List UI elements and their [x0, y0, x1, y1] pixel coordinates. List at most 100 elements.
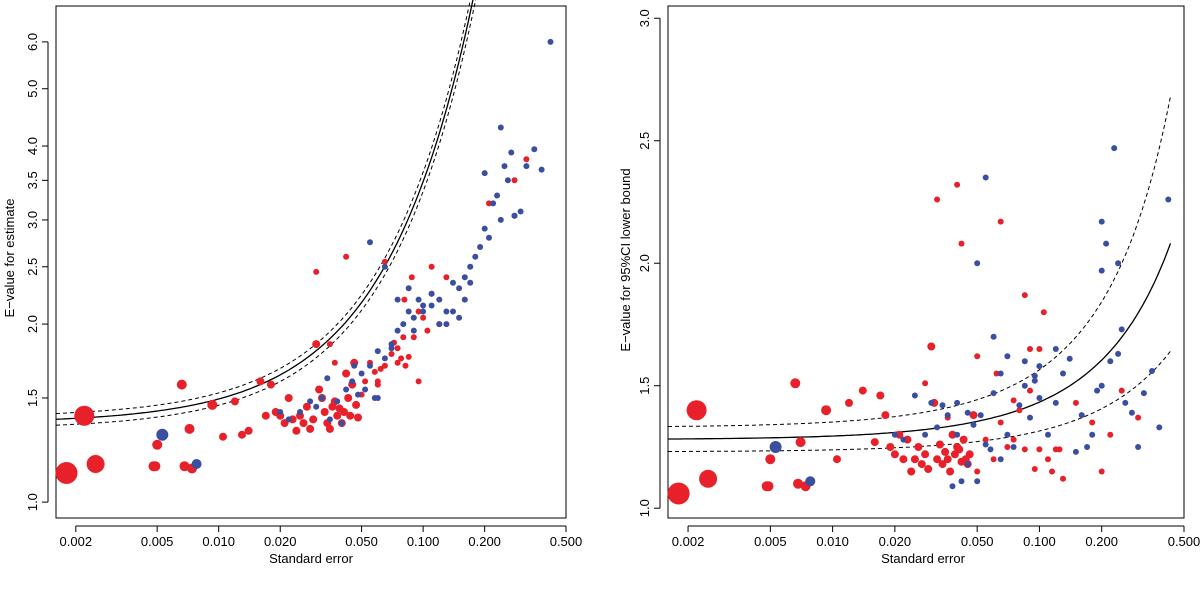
- data-point-blue: [997, 456, 1004, 463]
- data-point-red: [344, 394, 353, 402]
- data-point-blue: [511, 212, 518, 219]
- data-point-red: [238, 430, 246, 439]
- fit-line-left: [55, 0, 474, 420]
- data-point-blue: [1149, 368, 1155, 374]
- data-point-red: [388, 351, 395, 357]
- data-point-blue: [1072, 448, 1079, 455]
- data-point-blue: [1052, 399, 1059, 406]
- data-point-red: [914, 443, 923, 451]
- data-point-red: [935, 440, 944, 449]
- data-point-blue: [319, 395, 325, 401]
- data-point-blue: [388, 345, 395, 352]
- data-point-blue: [428, 290, 435, 297]
- data-point-red: [150, 461, 161, 472]
- data-point-red: [346, 411, 355, 420]
- data-point-red: [1036, 446, 1043, 453]
- data-point-blue: [388, 341, 395, 348]
- data-point-red: [340, 408, 348, 416]
- ci-lower-line-right: [668, 350, 1171, 452]
- data-point-red: [795, 437, 806, 448]
- data-point-red: [394, 345, 401, 352]
- data-point-red: [400, 334, 407, 341]
- data-point-red: [1056, 446, 1063, 453]
- data-point-blue: [420, 308, 427, 315]
- data-point-blue: [461, 296, 468, 303]
- data-point-red: [922, 380, 929, 387]
- data-point-blue: [358, 370, 365, 377]
- data-point-red: [993, 370, 1000, 377]
- data-point-red: [948, 430, 957, 439]
- data-point-red: [890, 450, 899, 459]
- x-tick-label-left: 0.002: [60, 534, 93, 549]
- data-point-red: [765, 454, 776, 465]
- data-point-blue: [1036, 363, 1043, 370]
- y-tick-label-left: 1.0: [25, 493, 40, 511]
- ci-upper-line-right: [668, 96, 1171, 427]
- data-point-red: [424, 327, 431, 334]
- x-tick-label-right: 0.002: [672, 534, 705, 549]
- data-point-red: [401, 296, 408, 303]
- data-point-red: [86, 455, 105, 473]
- data-point-red: [1135, 414, 1142, 421]
- data-point-blue: [1098, 382, 1105, 389]
- y-tick-label-left: 3.5: [25, 171, 40, 189]
- data-point-red: [292, 426, 301, 435]
- data-point-red: [790, 378, 801, 389]
- data-point-red: [394, 359, 401, 366]
- x-tick-label-left: 0.005: [141, 534, 174, 549]
- x-axis-label-left: Standard error: [269, 551, 353, 566]
- data-point-blue: [277, 409, 284, 415]
- data-point-red: [1010, 436, 1017, 443]
- data-point-red: [374, 381, 381, 388]
- data-point-red: [881, 411, 890, 420]
- data-point-red: [306, 424, 315, 433]
- data-point-blue: [954, 431, 961, 438]
- data-point-blue: [891, 431, 898, 438]
- data-point-blue: [394, 296, 401, 303]
- data-point-red: [954, 181, 961, 188]
- data-point-red: [997, 419, 1004, 426]
- data-point-red: [990, 456, 997, 463]
- data-point-blue: [1052, 346, 1059, 352]
- data-point-red: [910, 455, 919, 464]
- data-point-blue: [508, 149, 515, 156]
- ci-upper-line-left: [55, 0, 471, 414]
- data-point-blue: [343, 386, 350, 393]
- data-point-blue: [977, 412, 984, 419]
- data-point-blue: [1107, 358, 1114, 365]
- data-point-red: [946, 467, 955, 476]
- data-point-blue: [297, 409, 303, 415]
- data-point-red: [342, 369, 351, 378]
- data-point-blue: [410, 327, 417, 334]
- data-point-red: [1016, 407, 1023, 414]
- data-point-blue: [501, 163, 508, 170]
- data-point-blue: [461, 274, 468, 281]
- data-point-blue: [911, 392, 918, 399]
- data-point-blue: [1118, 326, 1125, 333]
- data-point-red: [982, 436, 989, 443]
- data-point-red: [309, 415, 318, 424]
- data-point-red: [1027, 387, 1033, 394]
- data-point-blue: [450, 308, 456, 315]
- data-point-red: [1040, 309, 1047, 316]
- data-point-blue: [928, 399, 935, 406]
- data-point-blue: [1031, 377, 1038, 384]
- data-point-red: [333, 411, 342, 420]
- data-point-red: [921, 450, 930, 459]
- data-point-red: [312, 340, 321, 349]
- data-point-red: [1004, 444, 1011, 450]
- data-point-blue: [334, 398, 341, 405]
- data-point-red: [428, 263, 435, 270]
- data-point-blue: [481, 170, 488, 177]
- data-point-red: [256, 377, 265, 386]
- data-point-red: [331, 359, 338, 366]
- data-point-blue: [1115, 350, 1122, 357]
- data-point-blue: [1135, 444, 1142, 450]
- data-point-red: [415, 378, 422, 385]
- data-point-red: [381, 362, 388, 369]
- data-point-blue: [964, 461, 971, 468]
- data-point-red: [420, 314, 427, 321]
- data-point-blue: [900, 436, 907, 443]
- data-point-red: [261, 411, 270, 420]
- data-point-blue: [400, 321, 407, 328]
